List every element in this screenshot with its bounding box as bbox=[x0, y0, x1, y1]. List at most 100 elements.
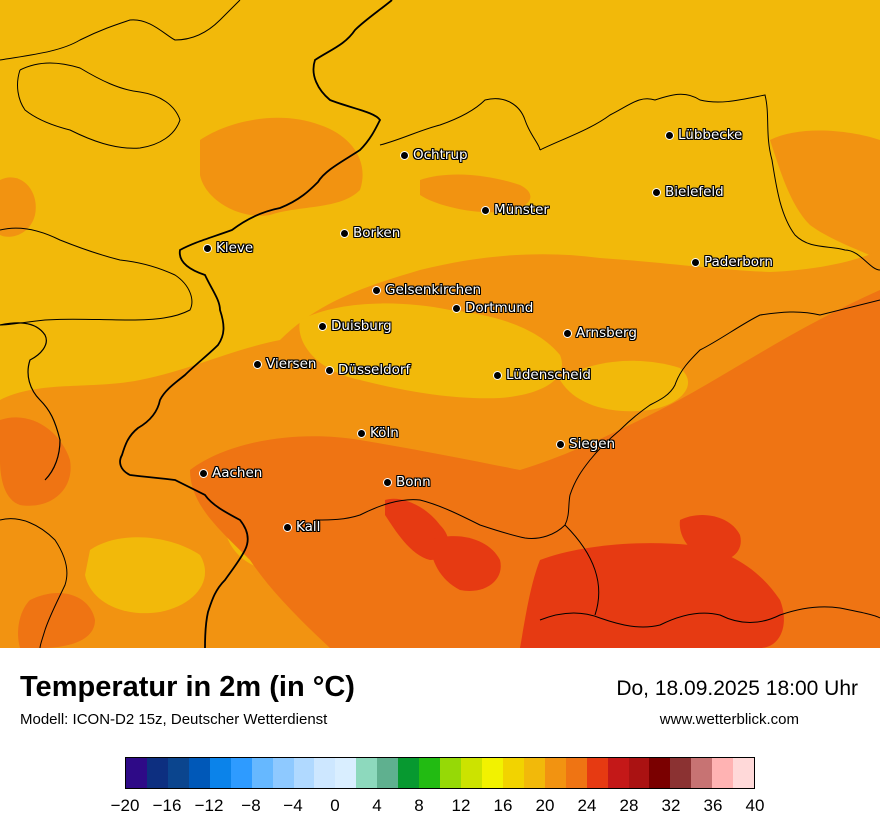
city-label: Aachen bbox=[212, 465, 263, 481]
city-label: Düsseldorf bbox=[338, 362, 411, 378]
city-dot-icon bbox=[652, 188, 661, 198]
city-marker: Kleve bbox=[203, 240, 254, 256]
state-nrw-southeast bbox=[314, 299, 880, 539]
city-dot-icon bbox=[400, 151, 409, 161]
city-label: Arnsberg bbox=[576, 325, 637, 341]
colorbar-tick-label: 36 bbox=[703, 796, 723, 815]
city-label: Ochtrup bbox=[413, 147, 468, 163]
colorbar-segment bbox=[691, 758, 713, 788]
colorbar-segment bbox=[314, 758, 336, 788]
city-marker: Paderborn bbox=[691, 254, 773, 270]
city-dot-icon bbox=[318, 322, 327, 332]
province-1 bbox=[0, 0, 241, 61]
city-dot-icon bbox=[556, 440, 565, 450]
city-marker: Bonn bbox=[383, 474, 431, 490]
city-dot-icon bbox=[372, 286, 381, 296]
city-dot-icon bbox=[481, 206, 490, 216]
city-label: Lübbecke bbox=[678, 127, 743, 143]
colorbar-tick-label: 4 bbox=[372, 796, 382, 815]
website-link[interactable]: www.wetterblick.com bbox=[659, 711, 799, 728]
city-label: Dortmund bbox=[465, 300, 534, 316]
colorbar-segment bbox=[523, 758, 545, 788]
colorbar-ticks: −20 −16 −12 −8 −4 0 4 8 12 16 20 24 28 32 36 40 bbox=[111, 796, 765, 818]
colorbar-segment bbox=[209, 758, 231, 788]
city-label: Siegen bbox=[569, 436, 616, 452]
map-canvas bbox=[0, 0, 880, 648]
colorbar-segment bbox=[293, 758, 315, 788]
colorbar-segment bbox=[230, 758, 252, 788]
city-label: Gelsenkirchen bbox=[385, 282, 482, 298]
colorbar-segment bbox=[167, 758, 189, 788]
city-dot-icon bbox=[357, 429, 366, 439]
colorbar-segment bbox=[461, 758, 482, 788]
city-label: Paderborn bbox=[704, 254, 773, 270]
city-marker: Aachen bbox=[199, 465, 263, 481]
state-sw bbox=[0, 518, 68, 648]
state-south bbox=[539, 606, 880, 628]
colorbar-segment bbox=[335, 758, 357, 788]
colorbar-segment bbox=[146, 758, 168, 788]
colorbar-segment bbox=[356, 758, 378, 788]
city-marker: Ochtrup bbox=[400, 147, 468, 163]
model-info: Modell: ICON-D2 15z, Deutscher Wetterdie… bbox=[20, 711, 328, 728]
city-marker: Lübbecke bbox=[665, 127, 743, 143]
colorbar-segment bbox=[272, 758, 294, 788]
state-south2 bbox=[564, 524, 600, 616]
city-label: Bielefeld bbox=[665, 184, 724, 200]
city-marker: Bielefeld bbox=[652, 184, 724, 200]
city-marker: Borken bbox=[340, 225, 401, 241]
city-marker: Düsseldorf bbox=[325, 362, 411, 378]
colorbar-tick-label: −4 bbox=[283, 796, 303, 815]
temp-band-20-ne bbox=[770, 130, 880, 260]
province-2 bbox=[17, 62, 181, 149]
city-marker: Gelsenkirchen bbox=[372, 282, 482, 298]
city-dot-icon bbox=[691, 258, 700, 268]
state-nrw-east bbox=[539, 93, 880, 271]
colorbar-segment bbox=[649, 758, 671, 788]
city-label: Bonn bbox=[396, 474, 431, 490]
forecast-datetime: Do, 18.09.2025 18:00 Uhr bbox=[616, 677, 858, 700]
city-dot-icon bbox=[325, 366, 334, 376]
de-be-border bbox=[0, 322, 61, 481]
colorbar-segment bbox=[377, 758, 399, 788]
province-3 bbox=[0, 227, 193, 326]
city-label: Kall bbox=[296, 519, 321, 535]
city-dot-icon bbox=[452, 304, 461, 314]
city-label: Münster bbox=[494, 202, 549, 218]
city-dot-icon bbox=[665, 131, 674, 141]
city-dot-icon bbox=[199, 469, 208, 479]
colorbar-segment bbox=[607, 758, 629, 788]
city-label: Borken bbox=[353, 225, 401, 241]
city-marker: Kall bbox=[283, 519, 321, 535]
temp-band-24-se bbox=[520, 543, 784, 648]
temp-band-20-north bbox=[200, 117, 363, 216]
city-dot-icon bbox=[563, 329, 572, 339]
colorbar-tick-label: 12 bbox=[451, 796, 471, 815]
city-marker: Dortmund bbox=[452, 300, 534, 316]
city-marker: Viersen bbox=[253, 357, 316, 372]
state-nrw-north bbox=[379, 98, 541, 151]
city-marker: Duisburg bbox=[318, 319, 392, 334]
city-dot-icon bbox=[340, 229, 349, 239]
city-marker: Lüdenscheid bbox=[493, 367, 591, 383]
colorbar-segment bbox=[188, 758, 210, 788]
colorbar-segment bbox=[712, 758, 734, 788]
temperature-colorbar bbox=[125, 757, 755, 789]
colorbar-tick-label: −12 bbox=[194, 796, 224, 815]
temperature-map: Lübbecke Ochtrup Bielefeld Münster Borke… bbox=[0, 0, 880, 648]
colorbar-segment bbox=[419, 758, 441, 788]
temp-band-20-west bbox=[0, 177, 36, 237]
city-marker: Münster bbox=[481, 202, 549, 218]
city-dot-icon bbox=[283, 523, 292, 533]
city-label: Lüdenscheid bbox=[506, 367, 591, 383]
temp-band-24-se2 bbox=[679, 515, 741, 562]
colorbar-segment bbox=[126, 758, 147, 788]
borders bbox=[0, 0, 880, 648]
city-dot-icon bbox=[203, 244, 212, 254]
colorbar-segment bbox=[251, 758, 273, 788]
city-label: Kleve bbox=[216, 240, 254, 256]
colorbar-tick-label: 40 bbox=[745, 796, 765, 815]
colorbar-segment bbox=[586, 758, 608, 788]
colorbar-tick-label: 20 bbox=[535, 796, 555, 815]
colorbar-tick-label: 28 bbox=[619, 796, 639, 815]
